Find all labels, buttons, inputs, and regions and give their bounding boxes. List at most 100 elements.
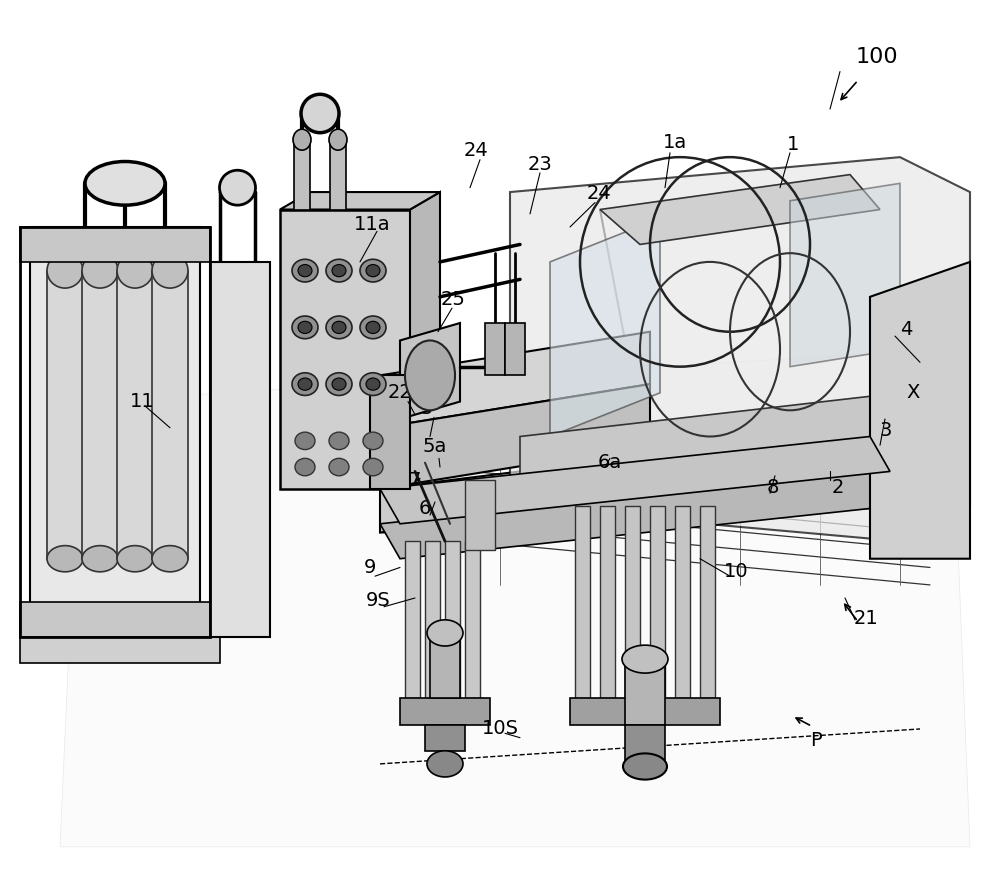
Polygon shape [625, 663, 665, 725]
Polygon shape [117, 271, 153, 559]
Bar [330, 140, 346, 210]
Text: 7: 7 [409, 471, 421, 490]
Polygon shape [410, 192, 440, 489]
Text: X: X [906, 383, 920, 402]
Ellipse shape [326, 373, 352, 395]
Ellipse shape [366, 321, 380, 333]
Ellipse shape [298, 378, 312, 390]
Polygon shape [600, 175, 880, 244]
Polygon shape [870, 262, 970, 559]
Ellipse shape [298, 321, 312, 333]
Polygon shape [20, 602, 210, 637]
Text: 23: 23 [528, 155, 552, 174]
Text: 5: 5 [421, 399, 433, 418]
Polygon shape [485, 323, 505, 375]
Ellipse shape [622, 645, 668, 673]
Text: 8: 8 [767, 478, 779, 497]
Polygon shape [380, 436, 890, 524]
Polygon shape [425, 541, 440, 698]
Ellipse shape [366, 378, 380, 390]
Text: 1a: 1a [663, 133, 687, 152]
Polygon shape [625, 506, 640, 698]
Ellipse shape [332, 265, 346, 277]
Polygon shape [280, 210, 410, 489]
Polygon shape [400, 323, 460, 419]
Ellipse shape [152, 253, 188, 288]
Polygon shape [82, 271, 118, 559]
Text: 3: 3 [880, 421, 892, 440]
Ellipse shape [363, 458, 383, 476]
Text: 1: 1 [787, 134, 799, 154]
Polygon shape [400, 698, 490, 725]
Polygon shape [675, 506, 690, 698]
Text: 10S: 10S [482, 719, 518, 739]
Ellipse shape [220, 170, 256, 205]
Ellipse shape [47, 546, 83, 572]
Polygon shape [465, 480, 495, 550]
Ellipse shape [85, 162, 165, 205]
Ellipse shape [117, 253, 153, 288]
Ellipse shape [405, 340, 455, 410]
Text: 100: 100 [856, 47, 898, 66]
Text: 4: 4 [900, 320, 912, 340]
Text: P: P [810, 731, 822, 750]
Polygon shape [380, 471, 890, 559]
Ellipse shape [360, 316, 386, 339]
Ellipse shape [293, 129, 311, 150]
Ellipse shape [360, 259, 386, 282]
Ellipse shape [292, 259, 318, 282]
Polygon shape [650, 506, 665, 698]
Polygon shape [510, 157, 970, 541]
Text: 6: 6 [419, 498, 431, 518]
Text: 9: 9 [364, 558, 376, 577]
Ellipse shape [47, 253, 83, 288]
Ellipse shape [326, 316, 352, 339]
Polygon shape [380, 332, 650, 428]
Polygon shape [570, 698, 720, 725]
Text: 2: 2 [832, 478, 844, 497]
Ellipse shape [298, 265, 312, 277]
Polygon shape [465, 541, 480, 698]
Ellipse shape [360, 373, 386, 395]
Polygon shape [152, 271, 188, 559]
Polygon shape [425, 725, 465, 751]
Ellipse shape [292, 316, 318, 339]
Polygon shape [445, 541, 460, 698]
Text: 22: 22 [388, 383, 412, 402]
Text: 25: 25 [441, 290, 465, 309]
Polygon shape [625, 725, 665, 760]
Text: 6a: 6a [598, 453, 622, 472]
Ellipse shape [295, 432, 315, 450]
Text: 24: 24 [464, 141, 488, 160]
Polygon shape [60, 349, 970, 847]
Polygon shape [700, 506, 715, 698]
Polygon shape [550, 218, 660, 436]
Text: 21: 21 [854, 608, 878, 628]
Ellipse shape [329, 129, 347, 150]
Text: 5a: 5a [423, 437, 447, 457]
Ellipse shape [152, 546, 188, 572]
Text: 24: 24 [587, 184, 611, 203]
Ellipse shape [326, 259, 352, 282]
Ellipse shape [82, 546, 118, 572]
Polygon shape [47, 271, 83, 559]
Text: 10: 10 [724, 562, 748, 581]
Ellipse shape [366, 265, 380, 277]
Ellipse shape [329, 432, 349, 450]
Ellipse shape [332, 378, 346, 390]
Polygon shape [505, 323, 525, 375]
Ellipse shape [301, 94, 339, 133]
Ellipse shape [82, 253, 118, 288]
Polygon shape [20, 227, 210, 262]
Polygon shape [430, 637, 460, 698]
Polygon shape [20, 611, 220, 663]
Ellipse shape [329, 458, 349, 476]
Ellipse shape [292, 373, 318, 395]
Ellipse shape [427, 620, 463, 646]
Text: 11: 11 [130, 392, 154, 411]
Polygon shape [520, 393, 900, 480]
Ellipse shape [117, 546, 153, 572]
Polygon shape [370, 375, 410, 489]
Ellipse shape [363, 432, 383, 450]
Polygon shape [575, 506, 590, 698]
